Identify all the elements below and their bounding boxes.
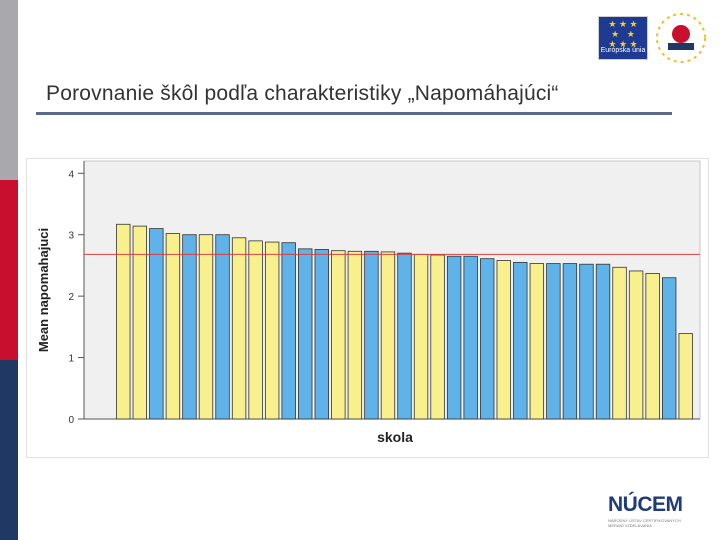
bar-35 [678, 333, 693, 420]
y-tick-label: 0 [68, 415, 74, 426]
side-accent-red [0, 180, 18, 360]
bar-14 [331, 250, 346, 420]
bar-18 [397, 252, 412, 420]
bar-5 [182, 234, 197, 420]
bar-27 [546, 263, 561, 420]
bar-32 [628, 270, 644, 420]
y-axis-ticks: 0 1 2 3 4 [68, 169, 84, 426]
esf-logo [656, 13, 706, 63]
bar-31 [612, 266, 627, 420]
bar-21 [446, 255, 462, 420]
bar-7 [215, 234, 230, 420]
bar-3 [149, 228, 164, 420]
bar-33 [645, 273, 660, 420]
bar-11 [281, 242, 296, 420]
bar-19 [413, 253, 429, 420]
bar-12 [298, 248, 313, 420]
eu-logo-text: Európska únia [600, 47, 646, 54]
bar-34 [662, 277, 677, 420]
bar-8 [231, 237, 247, 420]
eu-stars-icon: ★ ★ ★ ★ ★ ★ ★ ★ [608, 19, 638, 49]
y-tick-label: 2 [68, 292, 74, 303]
nucem-logo-subtitle: NÁRODNÝ ÚSTAV CERTIFIKOVANÝCH MERANÍ VZD… [608, 518, 681, 528]
bar-2 [132, 225, 147, 420]
bar-15 [347, 250, 363, 420]
bar-9 [248, 240, 263, 420]
x-axis-label: skola [377, 429, 413, 445]
bar-28 [562, 263, 578, 420]
y-tick-label: 1 [68, 354, 74, 365]
side-accent-gray [0, 0, 18, 180]
bar-13 [314, 249, 329, 420]
bar-20 [430, 254, 445, 420]
page-title: Porovnanie škôl podľa charakteristiky „N… [46, 82, 559, 105]
bar-29 [579, 263, 594, 420]
bar-series [116, 223, 693, 420]
y-axis-label: Mean napomahajuci [36, 228, 51, 352]
bar-17 [380, 251, 396, 420]
bar-4 [165, 233, 181, 420]
nucem-logo-title: NÚCEM [608, 493, 683, 516]
bar-26 [529, 263, 545, 420]
bar-6 [198, 234, 214, 420]
bar-22 [463, 255, 478, 420]
bar-23 [480, 258, 495, 420]
chart-frame: 0 1 2 3 4 Mean napomahajuci skola [26, 158, 709, 458]
y-tick-label: 4 [68, 169, 74, 180]
bar-24 [496, 260, 511, 420]
title-underline [36, 112, 672, 115]
bar-25 [513, 261, 528, 420]
bar-10 [264, 241, 280, 420]
nucem-logo: NÚCEM NÁRODNÝ ÚSTAV CERTIFIKOVANÝCH MERA… [608, 494, 688, 534]
eu-flag-logo: ★ ★ ★ ★ ★ ★ ★ ★ Európska únia [598, 16, 648, 60]
bar-chart: 0 1 2 3 4 Mean napomahajuci skola [36, 160, 701, 445]
side-accent-navy [0, 360, 18, 540]
bar-16 [364, 250, 379, 420]
bar-1 [116, 223, 131, 420]
bar-30 [595, 263, 611, 420]
y-tick-label: 3 [68, 231, 74, 242]
